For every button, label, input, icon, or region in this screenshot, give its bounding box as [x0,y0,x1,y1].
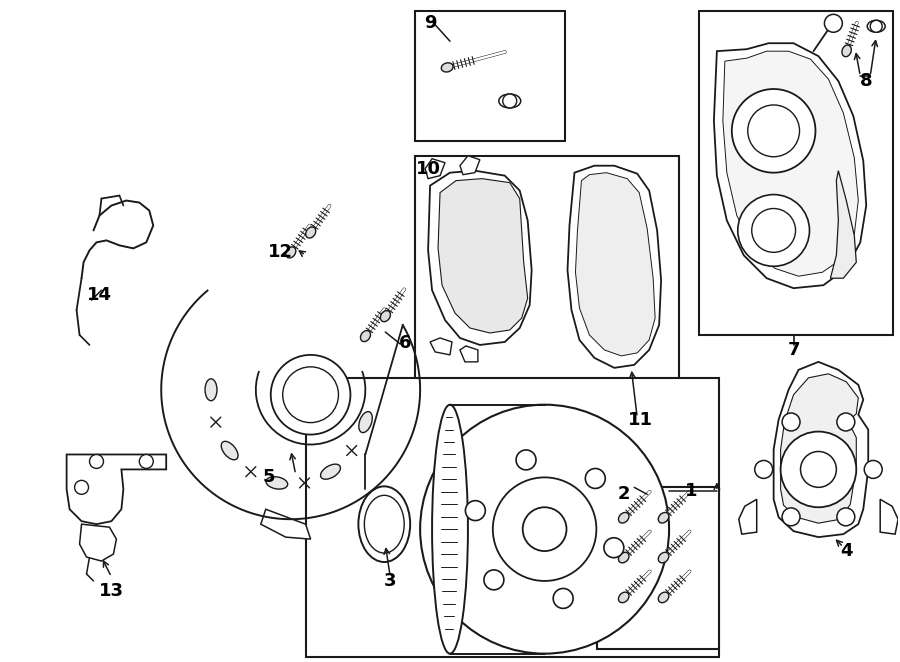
Ellipse shape [221,442,238,460]
Text: 8: 8 [860,72,873,90]
Ellipse shape [359,412,373,432]
Polygon shape [723,51,859,276]
Ellipse shape [286,247,296,258]
Ellipse shape [868,21,886,32]
Polygon shape [831,171,856,278]
Polygon shape [428,171,532,345]
Circle shape [516,450,536,470]
Ellipse shape [364,495,404,553]
Bar [699,11,893,335]
Polygon shape [67,455,166,524]
Text: 11: 11 [627,410,652,428]
Ellipse shape [499,94,521,108]
Circle shape [140,455,153,469]
Circle shape [782,508,800,526]
Ellipse shape [381,310,391,322]
Bar [306,378,719,657]
Ellipse shape [618,592,629,602]
Circle shape [523,507,566,551]
Circle shape [554,589,573,608]
Ellipse shape [618,512,629,523]
Circle shape [782,413,800,431]
Text: 4: 4 [840,542,852,560]
Polygon shape [460,156,480,175]
Polygon shape [425,159,445,179]
Polygon shape [774,362,868,537]
Polygon shape [714,43,866,288]
Circle shape [89,455,104,469]
Text: 1: 1 [685,483,698,500]
Circle shape [604,538,624,557]
Ellipse shape [361,330,371,342]
Polygon shape [261,509,310,539]
Ellipse shape [658,512,669,523]
Polygon shape [79,524,116,561]
Polygon shape [575,173,655,356]
Circle shape [824,15,842,32]
Circle shape [283,367,338,422]
Circle shape [752,209,796,252]
Ellipse shape [658,552,669,563]
Text: 13: 13 [99,582,124,600]
Circle shape [75,481,88,495]
Text: 7: 7 [788,341,800,359]
Ellipse shape [205,379,217,401]
Circle shape [837,413,855,431]
Polygon shape [739,499,757,534]
Text: 10: 10 [416,160,441,177]
Circle shape [780,432,856,507]
Ellipse shape [618,552,629,563]
Ellipse shape [658,592,669,602]
Bar [415,156,679,420]
Circle shape [748,105,799,157]
Circle shape [837,508,855,526]
Circle shape [503,94,517,108]
Text: 3: 3 [384,572,397,590]
Bar [415,11,564,141]
Text: 6: 6 [399,334,411,352]
Ellipse shape [358,487,410,562]
Circle shape [732,89,815,173]
Text: 9: 9 [424,15,436,32]
Circle shape [585,469,606,489]
Ellipse shape [306,227,316,238]
Text: 5: 5 [263,469,275,487]
Circle shape [755,461,772,479]
Polygon shape [880,499,898,534]
Text: 2: 2 [618,485,631,503]
Circle shape [271,355,350,434]
Ellipse shape [441,63,453,72]
Ellipse shape [432,404,468,653]
Circle shape [420,404,669,653]
Polygon shape [438,179,527,333]
Polygon shape [568,166,662,368]
Circle shape [484,570,504,590]
Circle shape [465,500,485,520]
Text: 14: 14 [87,286,112,304]
Circle shape [493,477,597,581]
Circle shape [800,451,836,487]
Ellipse shape [266,477,288,489]
Bar [598,487,719,649]
Ellipse shape [842,45,851,57]
Polygon shape [460,346,478,362]
Circle shape [864,461,882,479]
Text: 12: 12 [268,244,293,261]
Circle shape [870,21,882,32]
Ellipse shape [320,464,340,479]
Circle shape [738,195,809,266]
Polygon shape [430,338,452,355]
Polygon shape [780,374,859,523]
